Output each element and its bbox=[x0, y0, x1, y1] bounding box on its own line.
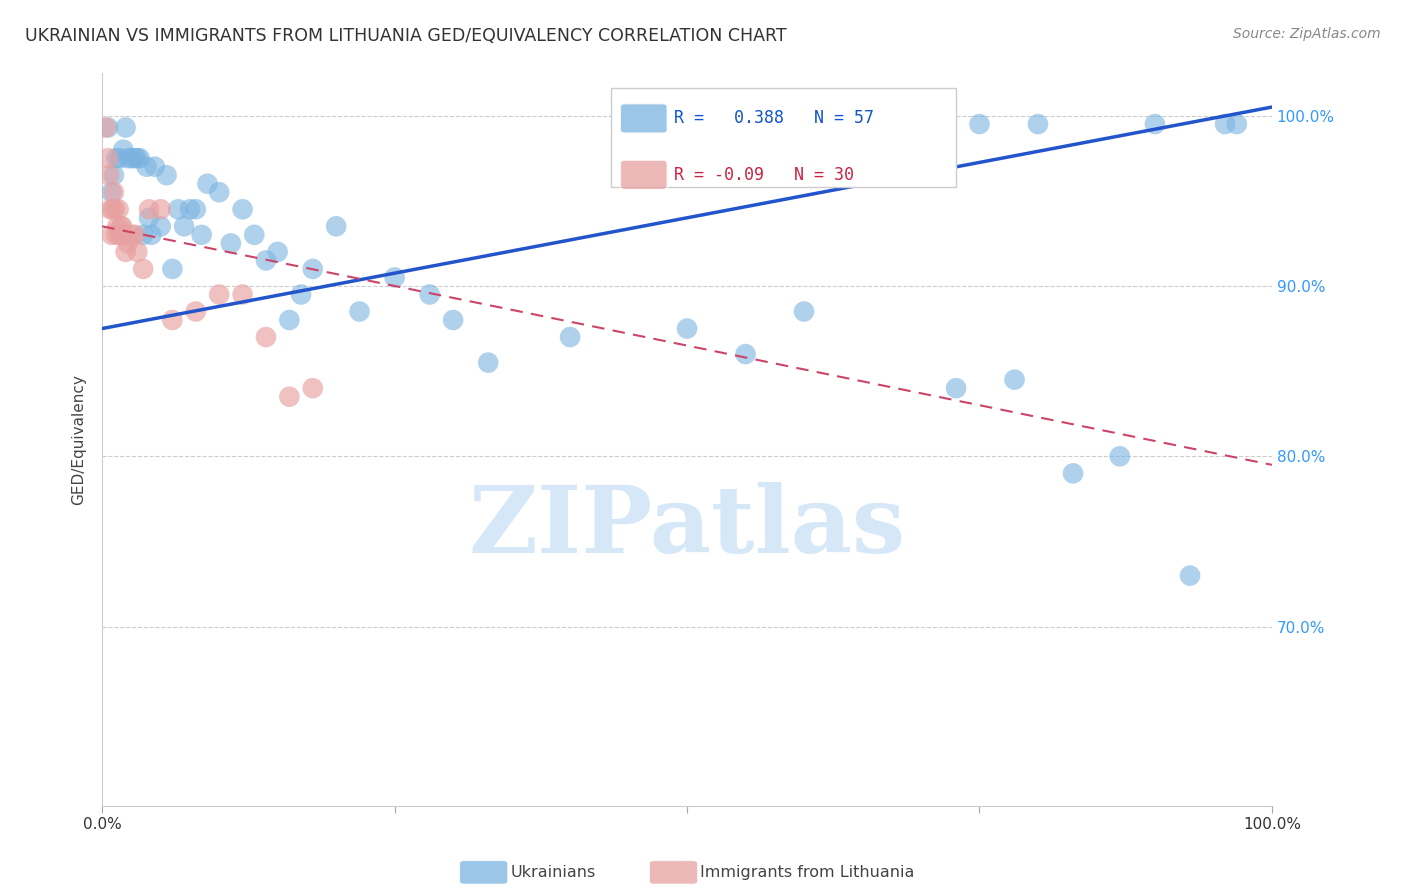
Point bbox=[910, 117, 932, 131]
Point bbox=[141, 227, 163, 242]
Point bbox=[155, 168, 177, 182]
Point bbox=[384, 270, 406, 285]
Point bbox=[1108, 450, 1130, 464]
Point bbox=[734, 347, 756, 361]
Y-axis label: GED/Equivalency: GED/Equivalency bbox=[72, 374, 86, 505]
Point bbox=[138, 202, 160, 217]
Point bbox=[219, 236, 242, 251]
Point bbox=[254, 253, 277, 268]
Point bbox=[100, 186, 122, 200]
Point bbox=[135, 160, 157, 174]
Point bbox=[112, 143, 135, 157]
Point bbox=[290, 287, 312, 301]
Point bbox=[97, 120, 120, 135]
Point bbox=[94, 120, 117, 135]
Point bbox=[190, 227, 212, 242]
Point bbox=[851, 117, 873, 131]
Point bbox=[1178, 568, 1201, 582]
Point bbox=[124, 151, 146, 165]
Point bbox=[1226, 117, 1249, 131]
Point bbox=[124, 227, 146, 242]
Point bbox=[98, 168, 121, 182]
Point bbox=[419, 287, 441, 301]
Point bbox=[266, 244, 288, 259]
Point bbox=[1004, 373, 1026, 387]
Point bbox=[243, 227, 266, 242]
Point bbox=[97, 151, 120, 165]
Point bbox=[278, 313, 301, 327]
FancyBboxPatch shape bbox=[620, 161, 668, 189]
Point bbox=[103, 168, 125, 182]
Point bbox=[120, 227, 142, 242]
Point bbox=[558, 330, 581, 344]
Point bbox=[1143, 117, 1166, 131]
Point bbox=[945, 381, 967, 395]
Point bbox=[104, 202, 127, 217]
Point bbox=[127, 151, 149, 165]
Point bbox=[793, 304, 815, 318]
Point bbox=[162, 261, 184, 276]
Point bbox=[208, 186, 231, 200]
Point bbox=[114, 244, 136, 259]
Point bbox=[107, 219, 129, 234]
Point bbox=[120, 151, 142, 165]
Point bbox=[441, 313, 464, 327]
FancyBboxPatch shape bbox=[620, 103, 668, 133]
Point bbox=[301, 261, 323, 276]
Point bbox=[127, 244, 149, 259]
Text: Immigrants from Lithuania: Immigrants from Lithuania bbox=[700, 865, 914, 880]
Point bbox=[1026, 117, 1049, 131]
Point bbox=[301, 381, 323, 395]
Text: R =   0.388   N = 57: R = 0.388 N = 57 bbox=[675, 110, 875, 128]
Point bbox=[108, 227, 131, 242]
Point bbox=[1213, 117, 1236, 131]
Point bbox=[107, 202, 129, 217]
Text: ZIPatlas: ZIPatlas bbox=[468, 483, 905, 572]
Point bbox=[117, 236, 139, 251]
Text: UKRAINIAN VS IMMIGRANTS FROM LITHUANIA GED/EQUIVALENCY CORRELATION CHART: UKRAINIAN VS IMMIGRANTS FROM LITHUANIA G… bbox=[25, 27, 787, 45]
Point bbox=[184, 202, 207, 217]
Point bbox=[969, 117, 991, 131]
Point bbox=[162, 313, 184, 327]
Point bbox=[114, 120, 136, 135]
Point bbox=[1062, 467, 1084, 481]
Point bbox=[197, 177, 219, 191]
Point bbox=[167, 202, 190, 217]
Point bbox=[108, 151, 131, 165]
Point bbox=[179, 202, 201, 217]
Point bbox=[101, 202, 124, 217]
Point bbox=[149, 219, 172, 234]
Point bbox=[149, 202, 172, 217]
Point bbox=[138, 211, 160, 225]
Point bbox=[117, 151, 139, 165]
Point bbox=[173, 219, 195, 234]
Point bbox=[111, 219, 134, 234]
Point bbox=[105, 151, 128, 165]
Point bbox=[676, 321, 699, 335]
Text: Ukrainians: Ukrainians bbox=[510, 865, 596, 880]
Point bbox=[112, 227, 135, 242]
Point bbox=[105, 227, 128, 242]
Point bbox=[349, 304, 371, 318]
Point bbox=[232, 202, 254, 217]
Point bbox=[208, 287, 231, 301]
Text: R = -0.09   N = 30: R = -0.09 N = 30 bbox=[675, 166, 855, 184]
Point bbox=[184, 304, 207, 318]
Point bbox=[100, 227, 122, 242]
Point bbox=[143, 160, 166, 174]
FancyBboxPatch shape bbox=[612, 87, 956, 186]
Point bbox=[477, 356, 499, 370]
Point bbox=[103, 186, 125, 200]
Point bbox=[110, 219, 132, 234]
Point bbox=[254, 330, 277, 344]
Point bbox=[128, 151, 150, 165]
Point bbox=[132, 227, 155, 242]
Point bbox=[132, 261, 155, 276]
Point bbox=[100, 202, 122, 217]
Point bbox=[278, 390, 301, 404]
Point bbox=[325, 219, 347, 234]
Point bbox=[232, 287, 254, 301]
Text: Source: ZipAtlas.com: Source: ZipAtlas.com bbox=[1233, 27, 1381, 41]
